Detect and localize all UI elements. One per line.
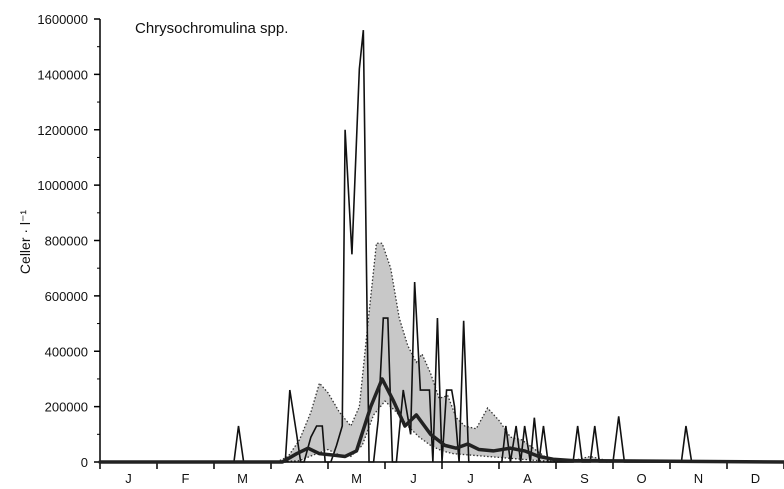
y-ticks: 0 200000 400000 600000 800000 1000000 1200000 1… <box>37 12 100 470</box>
single-year-line <box>100 29 784 463</box>
range-band-upper-edge <box>276 242 614 463</box>
mean-line <box>98 377 784 464</box>
range-band-fill <box>276 243 613 462</box>
y-tick-label: 800000 <box>45 234 88 249</box>
month-label: F <box>182 471 190 486</box>
month-label: J <box>125 471 132 486</box>
y-tick-label: 200000 <box>45 400 88 415</box>
month-label: M <box>237 471 248 486</box>
y-tick-label: 1600000 <box>37 12 88 27</box>
month-label: M <box>351 471 362 486</box>
y-tick-label: 1200000 <box>37 123 88 138</box>
y-tick-label: 1000000 <box>37 178 88 193</box>
month-label: N <box>694 471 703 486</box>
y-tick-label: 600000 <box>45 289 88 304</box>
month-label: O <box>636 471 646 486</box>
y-tick-label: 1400000 <box>37 67 88 82</box>
y-tick-label: 0 <box>81 455 88 470</box>
chart-title: Chrysochromulina spp. <box>135 20 288 37</box>
month-label: A <box>295 471 304 486</box>
axes-layer <box>99 19 784 463</box>
month-label: D <box>751 471 760 486</box>
month-label: S <box>580 471 589 486</box>
month-label: A <box>523 471 532 486</box>
month-label: J <box>467 471 474 486</box>
month-label: J <box>410 471 417 486</box>
y-axis-label: Celler · l⁻¹ <box>17 210 33 275</box>
series-lines <box>98 29 784 464</box>
y-tick-label: 400000 <box>45 344 88 359</box>
